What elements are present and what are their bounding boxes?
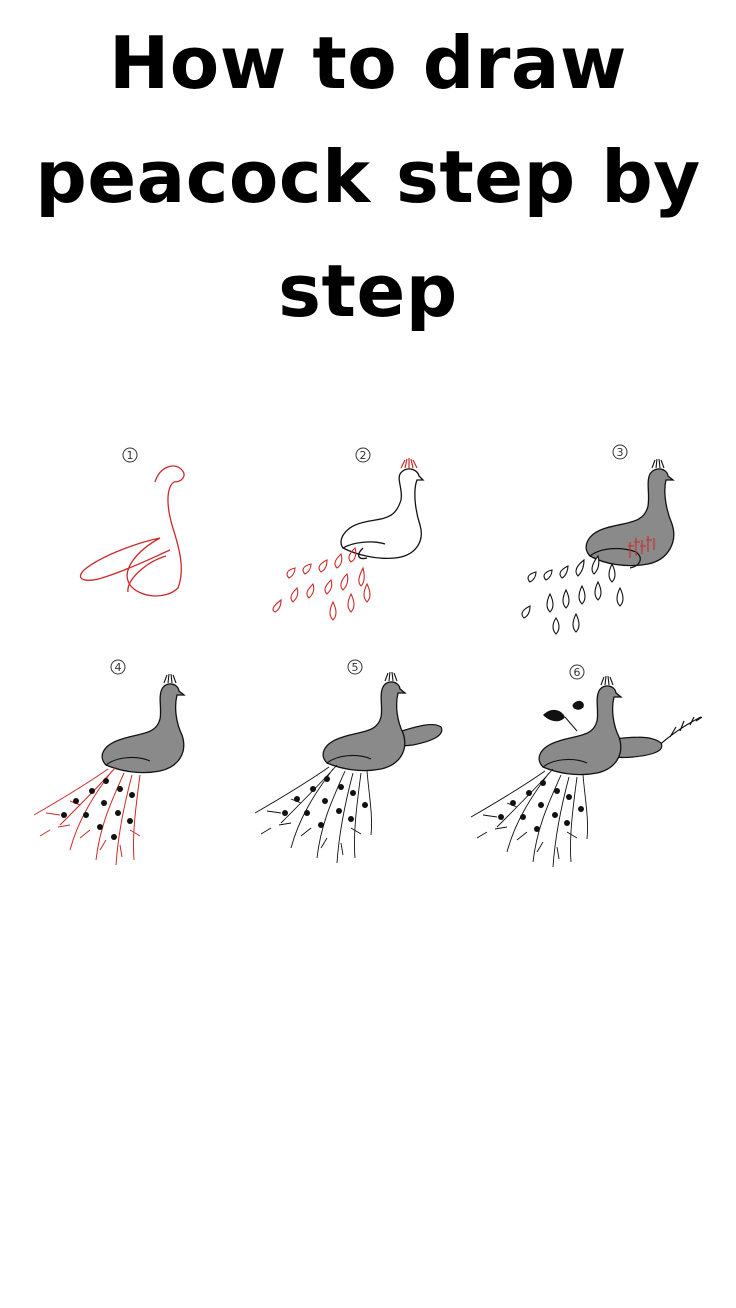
step-4-illustration: 4 (33, 659, 186, 866)
title-line-3: step (278, 249, 458, 333)
step-3-illustration: 3 (521, 444, 675, 635)
step-3-number: 3 (617, 446, 624, 459)
drawing-steps-grid: 1 2 (0, 430, 736, 890)
step-5-number: 5 (352, 661, 359, 674)
title-line-2: peacock step by (35, 135, 701, 219)
step-2-number: 2 (360, 449, 367, 462)
step-6: 6 (465, 655, 705, 875)
step-1-illustration: 1 (79, 447, 185, 597)
step-6-number: 6 (574, 666, 581, 679)
step-3: 3 (490, 430, 730, 650)
step-5: 5 (245, 655, 485, 875)
step-1: 1 (60, 430, 300, 650)
page-title: How to draw peacock step by step (0, 6, 736, 348)
step-1-number: 1 (127, 449, 134, 462)
step-2: 2 (255, 430, 495, 650)
step-6-illustration: 6 (470, 664, 703, 868)
step-5-illustration: 5 (254, 659, 443, 864)
step-2-illustration: 2 (272, 447, 425, 621)
title-line-1: How to draw (109, 21, 627, 105)
step-4-number: 4 (115, 661, 122, 674)
step-4: 4 (20, 655, 260, 875)
